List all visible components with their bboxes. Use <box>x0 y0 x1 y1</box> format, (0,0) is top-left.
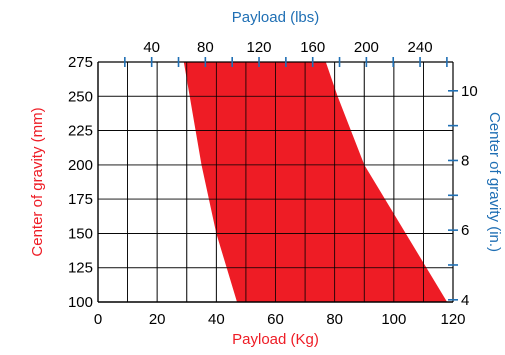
y-left-tick-label: 275 <box>68 54 93 71</box>
x-bottom-tick-label: 60 <box>267 311 284 328</box>
y-left-axis-title: Center of gravity (mm) <box>29 107 46 256</box>
y-left-tick-label: 250 <box>68 88 93 105</box>
y-left-tick-label: 175 <box>68 191 93 208</box>
y-right-tick-label: 4 <box>461 292 469 309</box>
x-bottom-tick-label: 100 <box>381 311 406 328</box>
x-top-tick-label: 40 <box>143 39 160 56</box>
x-top-tick-label: 200 <box>354 39 379 56</box>
x-bottom-tick-label: 0 <box>94 311 102 328</box>
x-top-tick-label: 160 <box>300 39 325 56</box>
payload-cg-region <box>183 62 448 302</box>
x-bottom-tick-label: 20 <box>149 311 166 328</box>
tick-labels: 0 20 40 60 80 100 120 100 125 150 175 200 225 250 275 4… <box>68 39 478 328</box>
y-right-tick-label: 10 <box>461 83 478 100</box>
x-bottom-tick-label: 120 <box>440 311 465 328</box>
y-right-tick-label: 8 <box>461 152 469 169</box>
y-right-axis-title: Center of gravity (in.) <box>486 112 503 252</box>
x-top-axis-title: Payload (lbs) <box>232 9 320 26</box>
x-top-tick-label: 80 <box>197 39 214 56</box>
y-left-tick-label: 150 <box>68 225 93 242</box>
x-top-tick-label: 120 <box>247 39 272 56</box>
x-bottom-axis-title: Payload (Kg) <box>232 331 319 348</box>
y-left-tick-label: 125 <box>68 260 93 277</box>
axes <box>97 61 454 303</box>
y-right-tick-label: 6 <box>461 222 469 239</box>
y-left-tick-label: 200 <box>68 157 93 174</box>
x-bottom-tick-label: 80 <box>326 311 343 328</box>
y-left-tick-label: 225 <box>68 123 93 140</box>
x-top-tick-label: 240 <box>408 39 433 56</box>
y-left-tick-label: 100 <box>68 294 93 311</box>
x-bottom-tick-label: 40 <box>208 311 225 328</box>
